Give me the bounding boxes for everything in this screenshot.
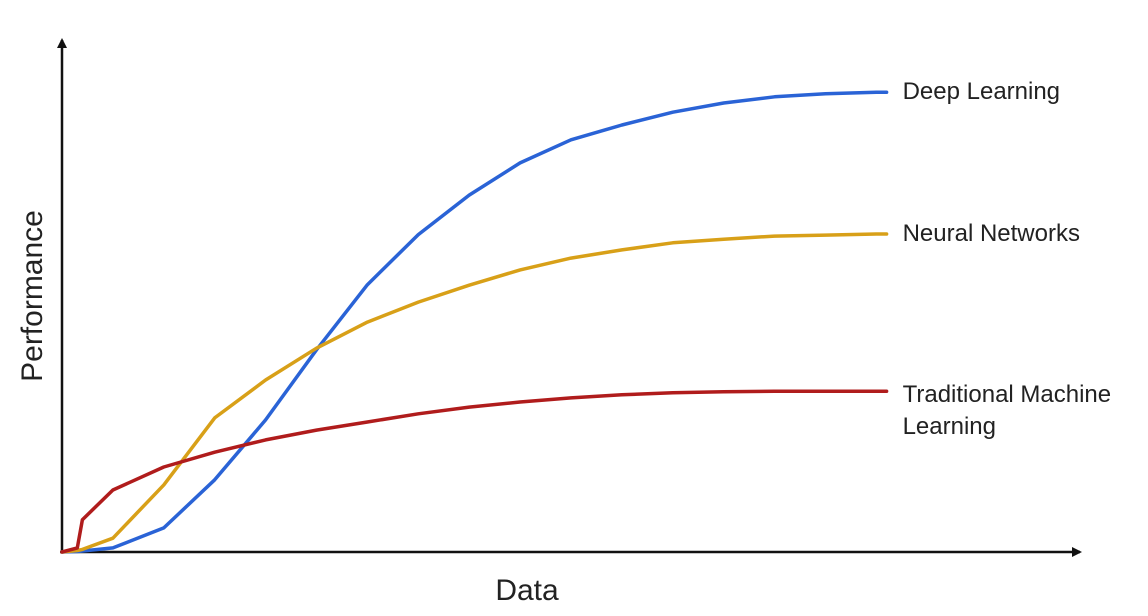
y-axis-title: Performance [16, 210, 49, 382]
data-line [60, 232, 889, 554]
data-line [60, 389, 889, 554]
series-label: Traditional Machine Learning [902, 381, 1112, 441]
data-line [60, 90, 889, 554]
x-axis-title: Data [495, 574, 559, 607]
series-label: Neural Networks [902, 220, 1080, 248]
series-label: Deep Learning [902, 78, 1061, 106]
